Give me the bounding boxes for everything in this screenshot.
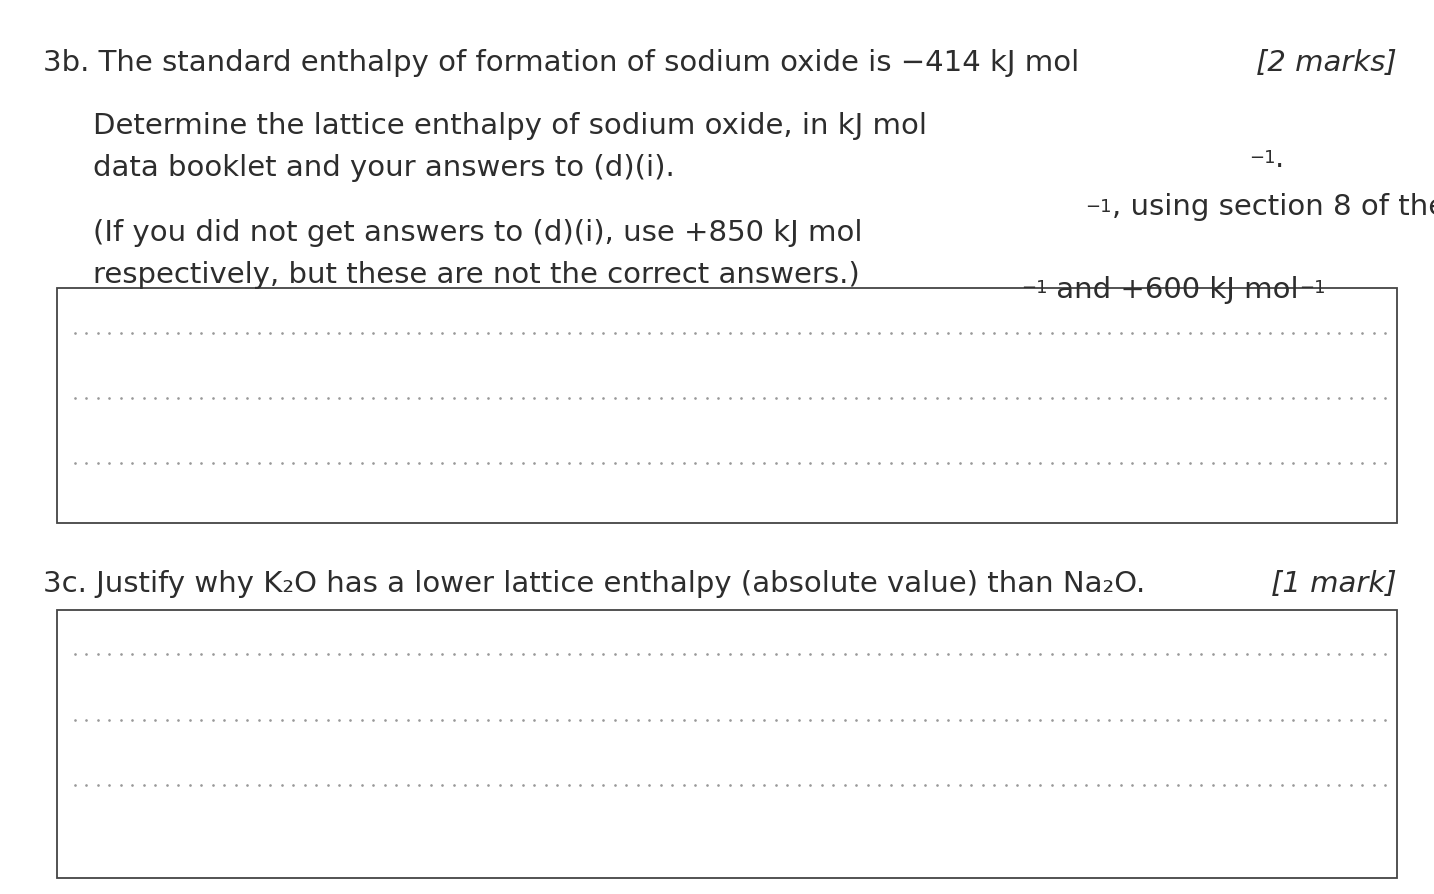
- Text: −1: −1: [1021, 279, 1047, 298]
- Text: [1 mark]: [1 mark]: [1271, 570, 1397, 598]
- Text: −1: −1: [1299, 279, 1325, 298]
- Text: [2 marks]: [2 marks]: [1256, 49, 1397, 77]
- Text: data booklet and your answers to (d)(i).: data booklet and your answers to (d)(i).: [93, 154, 675, 181]
- Text: −1: −1: [1249, 149, 1275, 167]
- Text: respectively, but these are not the correct answers.): respectively, but these are not the corr…: [93, 261, 860, 289]
- Text: 3b. The standard enthalpy of formation of sodium oxide is −414 kJ mol: 3b. The standard enthalpy of formation o…: [43, 49, 1080, 77]
- Text: and +600 kJ mol: and +600 kJ mol: [1047, 276, 1299, 304]
- Text: , using section 8 of the: , using section 8 of the: [1111, 193, 1434, 222]
- Text: Determine the lattice enthalpy of sodium oxide, in kJ mol: Determine the lattice enthalpy of sodium…: [93, 112, 928, 139]
- Text: .: .: [1275, 145, 1285, 173]
- Text: (If you did not get answers to (d)(i), use +850 kJ mol: (If you did not get answers to (d)(i), u…: [93, 219, 863, 247]
- Text: 3c. Justify why K₂O has a lower lattice enthalpy (absolute value) than Na₂O.: 3c. Justify why K₂O has a lower lattice …: [43, 570, 1146, 598]
- Text: −1: −1: [1086, 198, 1111, 215]
